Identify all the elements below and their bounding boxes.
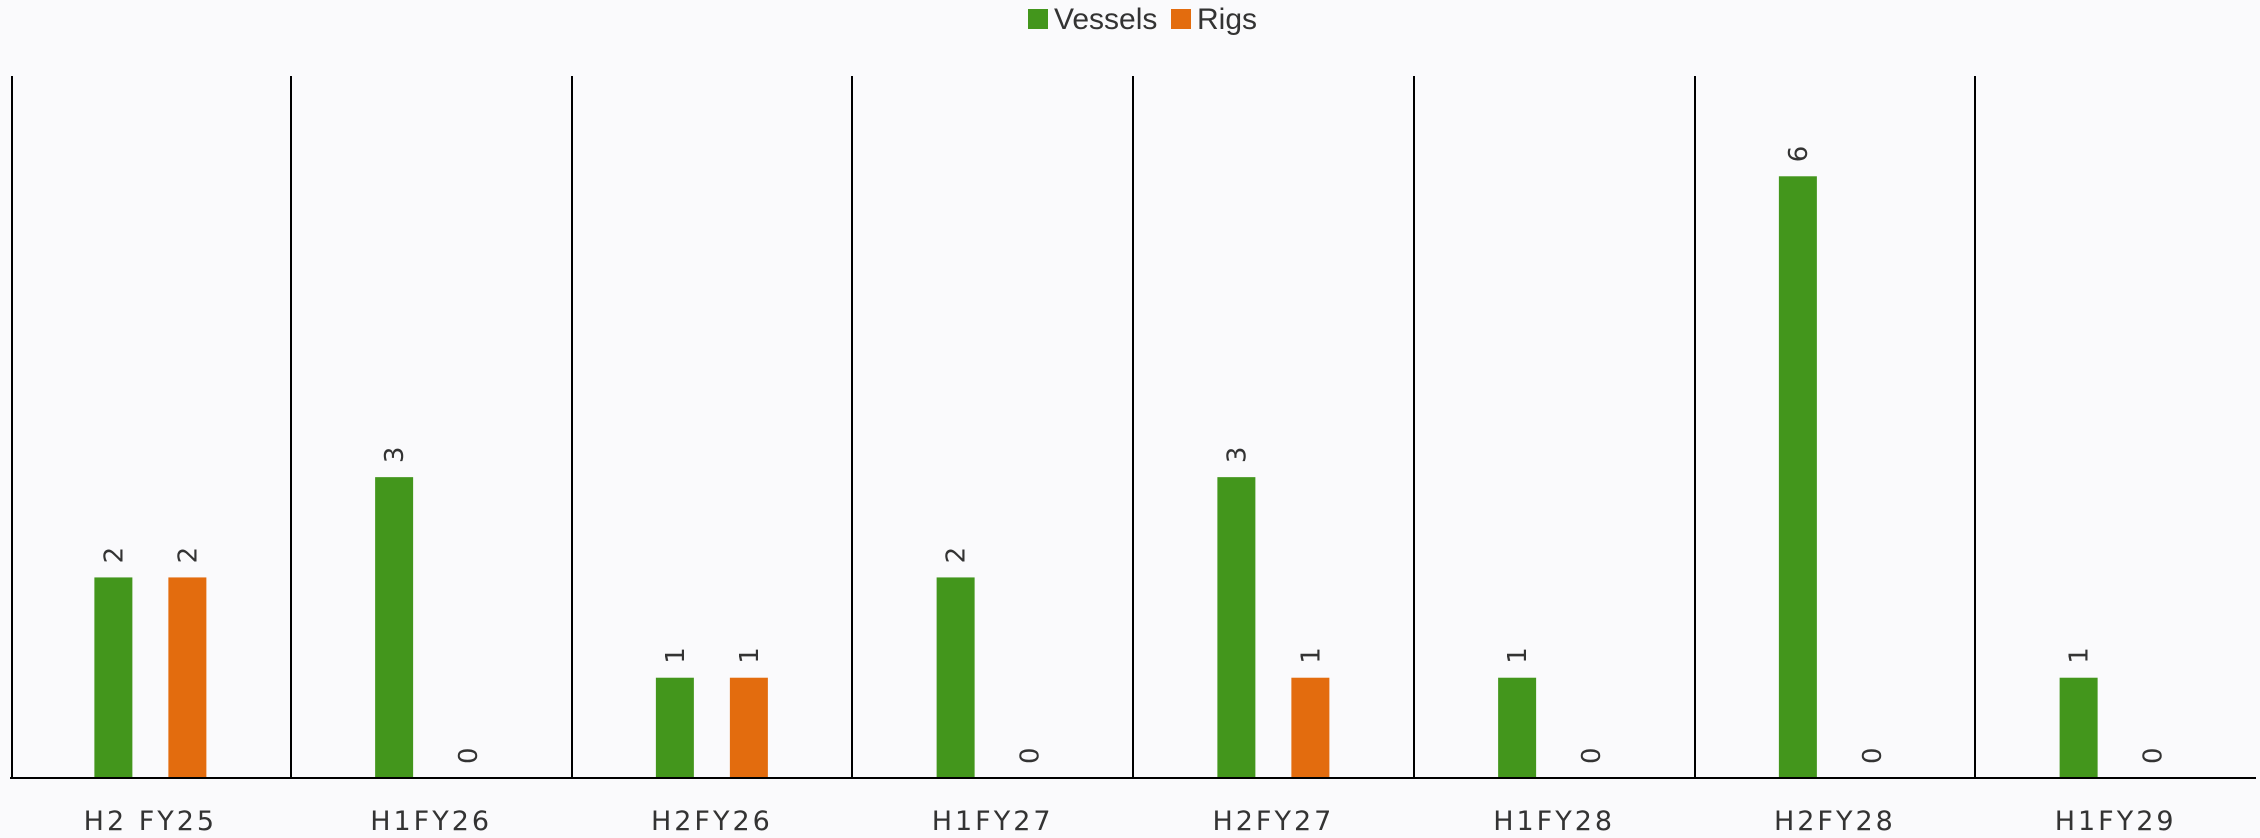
x-tick-label: H2FY28 — [1774, 806, 1896, 837]
data-labels: 2 2 3 0 1 1 2 0 3 1 1 0 6 0 1 0 — [99, 146, 2168, 764]
bar-vessels — [655, 677, 694, 778]
data-label-vessels: 2 — [99, 547, 129, 564]
x-tick-label: H2FY26 — [651, 806, 773, 837]
legend-label-vessels: Vessels — [1054, 3, 1157, 36]
bar-vessels — [375, 477, 414, 778]
bars — [94, 176, 2098, 779]
bar-rigs — [168, 577, 207, 778]
legend-swatch-rigs — [1171, 9, 1191, 29]
data-label-rigs: 0 — [1858, 747, 1888, 764]
x-tick-label: H1FY28 — [1493, 806, 1615, 837]
data-label-vessels: 1 — [2065, 647, 2095, 664]
data-label-rigs: 0 — [1577, 747, 1607, 764]
data-label-vessels: 2 — [942, 547, 972, 564]
bar-vessels — [936, 577, 975, 778]
bar-vessels — [1498, 677, 1537, 778]
bar-vessels — [94, 577, 133, 778]
x-tick-label: H1FY27 — [932, 806, 1054, 837]
x-tick-label: H2FY27 — [1212, 806, 1334, 837]
legend: Vessels Rigs — [1028, 3, 1257, 36]
data-label-vessels: 1 — [1503, 647, 1533, 664]
data-label-rigs: 0 — [2139, 747, 2169, 764]
x-tick-label: H1FY29 — [2055, 806, 2177, 837]
legend-swatch-vessels — [1028, 9, 1048, 29]
data-label-rigs: 1 — [735, 647, 765, 664]
x-axis-tick-labels: H2 FY25 H1FY26 H2FY26 H1FY27 H2FY27 H1FY28 H2F… — [84, 806, 2177, 837]
data-label-vessels: 6 — [1784, 146, 1814, 163]
data-label-vessels: 3 — [1222, 447, 1252, 464]
data-label-rigs: 0 — [1016, 747, 1046, 764]
data-label-rigs: 0 — [454, 747, 484, 764]
bar-rigs — [1291, 677, 1330, 778]
data-label-rigs: 1 — [1296, 647, 1326, 664]
legend-label-rigs: Rigs — [1197, 3, 1257, 36]
category-dividers — [11, 76, 1976, 778]
bar-vessels — [1778, 176, 1817, 779]
bar-vessels — [1217, 477, 1256, 778]
x-tick-label: H1FY26 — [370, 806, 492, 837]
bar-rigs — [729, 677, 768, 778]
data-label-vessels: 3 — [380, 447, 410, 464]
data-label-rigs: 2 — [173, 547, 203, 564]
data-label-vessels: 1 — [661, 647, 691, 664]
x-tick-label: H2 FY25 — [84, 806, 217, 837]
bar-vessels — [2059, 677, 2098, 778]
